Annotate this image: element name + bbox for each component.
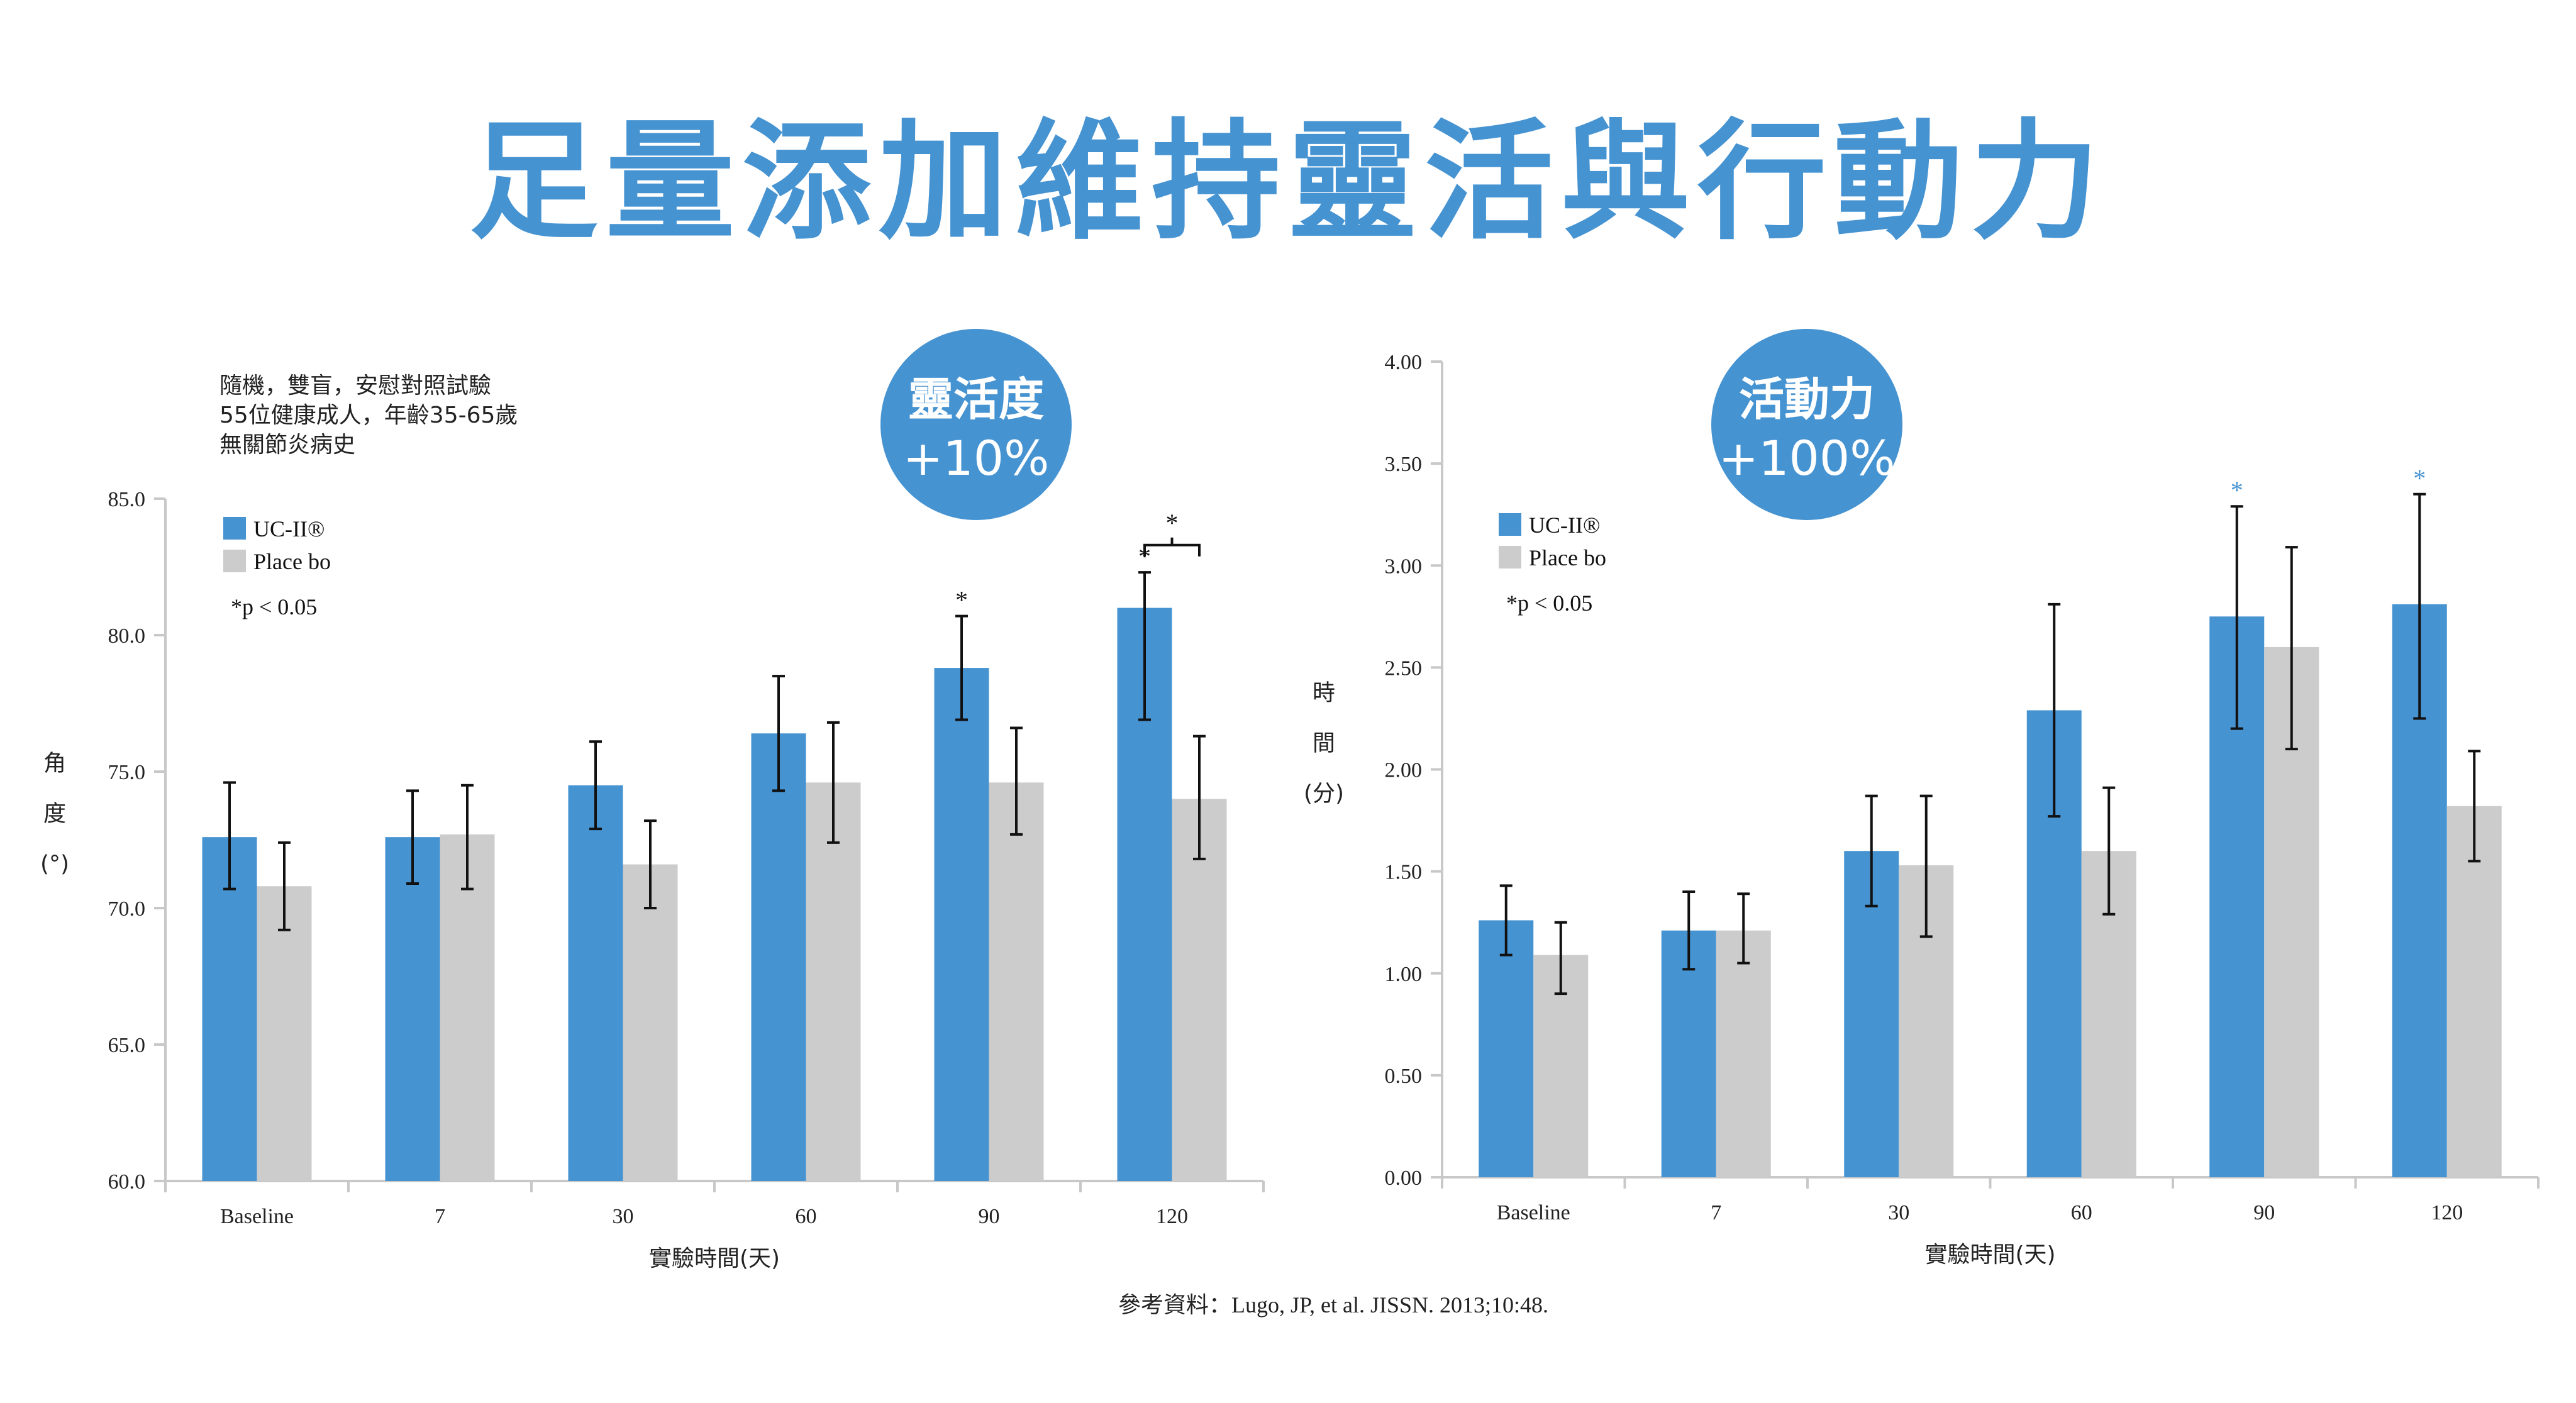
x-tick-label: 7 bbox=[1711, 1201, 1721, 1224]
x-axis-label: 實驗時間(天) bbox=[649, 1246, 780, 1272]
y-axis-label-char: 時 bbox=[1313, 680, 1335, 706]
bar-uc-ii bbox=[1661, 930, 1716, 1177]
bar-uc-ii bbox=[385, 837, 440, 1181]
y-tick-label: 3.50 bbox=[1385, 453, 1423, 476]
y-tick-label: 80.0 bbox=[108, 624, 146, 648]
y-axis-label-char: (分) bbox=[1304, 781, 1344, 807]
significance-bracket bbox=[1143, 537, 1201, 557]
bar-placebo bbox=[806, 782, 861, 1181]
x-tick-label: 90 bbox=[2253, 1201, 2275, 1224]
legend-label: UC-II® bbox=[253, 516, 325, 541]
y-tick-label: 2.00 bbox=[1385, 759, 1423, 782]
bar-uc-ii bbox=[1479, 920, 1534, 1177]
x-tick-label: 120 bbox=[2431, 1201, 2463, 1224]
bar-placebo bbox=[257, 886, 312, 1181]
bar-uc-ii bbox=[934, 668, 989, 1181]
y-tick-label: 0.50 bbox=[1385, 1065, 1423, 1088]
bar-placebo bbox=[2446, 806, 2502, 1177]
significance-marker: * bbox=[1166, 509, 1179, 537]
y-tick-label: 65.0 bbox=[108, 1034, 146, 1057]
x-tick-label: 90 bbox=[979, 1205, 1000, 1228]
y-tick-label: 0.00 bbox=[1385, 1167, 1423, 1190]
y-tick-label: 1.00 bbox=[1385, 963, 1423, 986]
x-axis-label: 實驗時間(天) bbox=[1924, 1242, 2055, 1268]
legend-swatch-uc-ii bbox=[223, 517, 246, 540]
significance-marker: * bbox=[955, 586, 968, 614]
y-axis-label-char: 間 bbox=[1313, 731, 1335, 757]
legend-swatch-placebo bbox=[223, 550, 246, 572]
y-tick-label: 2.50 bbox=[1385, 657, 1423, 680]
bar-placebo bbox=[1716, 930, 1771, 1177]
x-tick-label: 120 bbox=[1156, 1205, 1188, 1228]
y-axis-label-char: 角 bbox=[43, 751, 66, 777]
bar-placebo bbox=[1172, 799, 1227, 1181]
badge-circle bbox=[1711, 329, 1902, 520]
y-tick-label: 4.00 bbox=[1385, 351, 1423, 374]
x-tick-label: Baseline bbox=[220, 1205, 294, 1228]
y-tick-label: 1.50 bbox=[1385, 861, 1423, 884]
badge-value: +100% bbox=[1719, 430, 1896, 486]
study-note: 55位健康成人，年齡35-65歲 bbox=[219, 402, 518, 428]
page-title: 足量添加維持靈活與行動力 bbox=[469, 108, 2107, 257]
legend-swatch-placebo bbox=[1499, 546, 1521, 568]
y-tick-label: 85.0 bbox=[108, 488, 146, 511]
significance-marker: * bbox=[2413, 464, 2426, 492]
bar-uc-ii bbox=[568, 785, 623, 1181]
activity-chart: 0.00 0.50 1.00 1.50 2.00 2.50 3.00 3.50 4.00 Base… bbox=[1304, 329, 2540, 1268]
flexibility-chart: 60.0 65.0 70.0 75.0 80.0 85.0 Baseline 7 30 60 90 1… bbox=[40, 329, 1265, 1272]
x-tick-label: 30 bbox=[1888, 1201, 1909, 1224]
legend-note: *p < 0.05 bbox=[231, 594, 317, 619]
y-axis-label-char: (°) bbox=[40, 851, 69, 877]
bar-uc-ii bbox=[751, 733, 806, 1181]
badge-label: 活動力 bbox=[1739, 373, 1875, 426]
legend-label: Place bo bbox=[253, 549, 331, 574]
legend-swatch-uc-ii bbox=[1499, 513, 1521, 536]
badge-value: +10% bbox=[903, 430, 1050, 486]
legend-label: UC-II® bbox=[1529, 513, 1600, 538]
legend-note: *p < 0.05 bbox=[1506, 591, 1592, 616]
y-axis-label-char: 度 bbox=[43, 801, 66, 827]
study-note: 隨機，雙盲，安慰對照試驗 bbox=[219, 373, 491, 399]
x-tick-label: 60 bbox=[2071, 1201, 2092, 1224]
study-note: 無關節炎病史 bbox=[219, 432, 355, 458]
badge-label: 靈活度 bbox=[908, 373, 1044, 426]
reference-citation: 參考資料：Lugo, JP, et al. JISSN. 2013;10:48. bbox=[1118, 1292, 1548, 1317]
x-tick-label: Baseline bbox=[1497, 1201, 1570, 1224]
badge-circle bbox=[880, 329, 1072, 520]
y-tick-label: 75.0 bbox=[108, 761, 146, 784]
bar-placebo bbox=[989, 782, 1044, 1181]
bar-placebo bbox=[623, 864, 678, 1181]
y-tick-label: 3.00 bbox=[1385, 555, 1423, 578]
bar-placebo bbox=[440, 834, 495, 1181]
legend-label: Place bo bbox=[1529, 545, 1606, 570]
significance-marker: * bbox=[2231, 476, 2243, 504]
y-tick-label: 70.0 bbox=[108, 897, 146, 921]
x-tick-label: 60 bbox=[796, 1205, 817, 1228]
x-tick-label: 7 bbox=[435, 1205, 445, 1228]
y-tick-label: 60.0 bbox=[108, 1170, 146, 1194]
bar-uc-ii bbox=[202, 837, 257, 1181]
x-tick-label: 30 bbox=[613, 1205, 634, 1228]
